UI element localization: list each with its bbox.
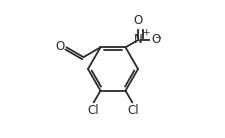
- Text: −: −: [154, 33, 161, 42]
- Text: O: O: [133, 14, 142, 27]
- Text: O: O: [55, 40, 65, 53]
- Text: +: +: [141, 28, 148, 37]
- Text: Cl: Cl: [127, 104, 138, 117]
- Text: Cl: Cl: [87, 104, 98, 117]
- Text: O: O: [151, 33, 160, 46]
- Text: N: N: [133, 33, 142, 46]
